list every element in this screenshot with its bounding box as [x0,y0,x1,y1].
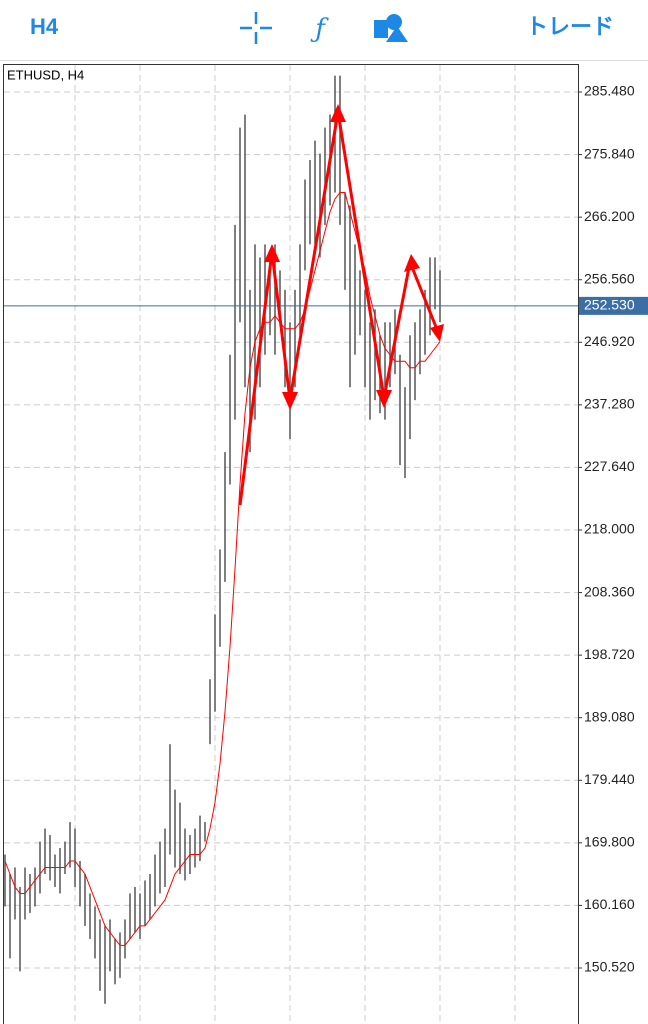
y-tick-label: 246.920 [584,333,635,349]
crosshair-icon[interactable] [240,12,272,44]
indicator-icon[interactable]: ƒ [310,14,329,44]
chart-title: ETHUSD, H4 [7,67,84,82]
plot: 150.520 160.160 169.800 179.440 189.080 198.7… [4,75,648,1004]
y-tick-label: 189.080 [584,708,635,724]
current-price-tag [579,296,648,315]
y-tick-label: 198.720 [584,646,635,662]
y-tick-label: 285.480 [584,83,635,99]
vertical-grid [74,65,516,1024]
y-tick-label: 237.280 [584,396,635,412]
y-tick-label: 160.160 [584,896,635,912]
y-tick-label: 208.360 [584,583,635,599]
y-tick-label: 275.840 [584,145,635,161]
y-tick-label: 218.000 [584,521,635,537]
toolbar [0,0,648,60]
y-tick-label: 169.800 [584,834,635,850]
y-tick-label: 227.640 [584,458,635,474]
y-tick-label: 179.440 [584,771,635,787]
current-price-label: 252.530 [584,297,635,313]
y-tick-label: 256.560 [584,270,635,286]
trade-button[interactable]: トレード [526,14,614,39]
annotation-arrows [238,104,444,506]
moving-average [4,191,441,946]
objects-icon[interactable] [374,14,408,42]
y-tick-label: 266.200 [584,208,635,224]
chart-frame [3,64,579,1024]
timeframe-button[interactable]: H4 [30,14,59,39]
y-tick-label: 150.520 [584,959,635,975]
